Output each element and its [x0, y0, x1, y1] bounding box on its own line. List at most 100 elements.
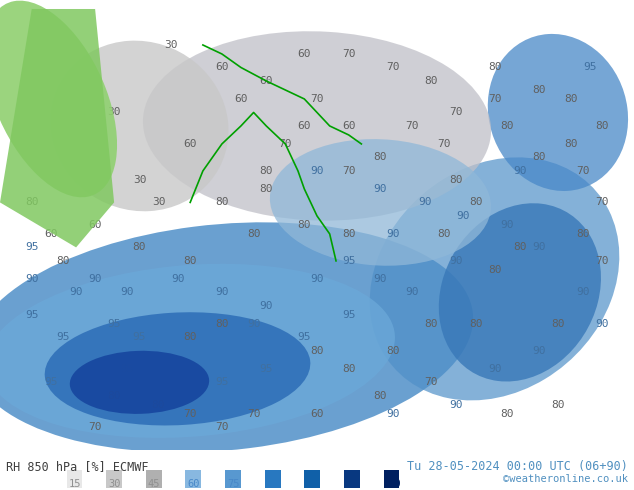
Text: 95: 95	[133, 332, 146, 343]
Text: 70: 70	[278, 139, 292, 149]
Bar	[384, 470, 399, 488]
Text: RH 850 hPa [%] ECMWF: RH 850 hPa [%] ECMWF	[6, 460, 149, 473]
Text: 80: 80	[247, 229, 261, 239]
Text: 95: 95	[107, 319, 121, 329]
Text: 90: 90	[69, 287, 83, 297]
Text: 30: 30	[133, 175, 146, 185]
Polygon shape	[0, 9, 114, 247]
Text: 70: 70	[595, 256, 609, 266]
Ellipse shape	[0, 264, 395, 438]
Text: 80: 80	[215, 197, 229, 207]
Text: 99: 99	[346, 479, 358, 489]
Text: 80: 80	[450, 175, 463, 185]
Ellipse shape	[45, 312, 310, 425]
Text: 80: 80	[469, 197, 482, 207]
Text: 80: 80	[551, 319, 565, 329]
Text: 90: 90	[532, 346, 546, 356]
Text: 70: 70	[247, 409, 261, 419]
Text: 90: 90	[88, 274, 102, 284]
Text: 95: 95	[342, 310, 356, 320]
Text: 80: 80	[488, 265, 501, 275]
Text: 90: 90	[450, 256, 463, 266]
Text: 80: 80	[576, 229, 590, 239]
Text: 70: 70	[215, 422, 229, 432]
Text: 95: 95	[44, 377, 58, 388]
Text: 70: 70	[450, 107, 463, 118]
Bar	[146, 470, 162, 488]
Text: 80: 80	[152, 400, 165, 410]
Text: 75: 75	[227, 479, 240, 489]
Text: 80: 80	[342, 364, 356, 374]
Text: 30: 30	[107, 107, 121, 118]
Ellipse shape	[143, 31, 491, 220]
Text: 70: 70	[342, 49, 356, 59]
Text: 60: 60	[188, 479, 200, 489]
Text: 80: 80	[342, 229, 356, 239]
Text: 90: 90	[267, 479, 279, 489]
Text: 90: 90	[488, 364, 501, 374]
Text: 95: 95	[215, 377, 229, 388]
Text: 90: 90	[373, 274, 387, 284]
Ellipse shape	[270, 139, 491, 266]
Text: 90: 90	[576, 287, 590, 297]
Text: 90: 90	[25, 274, 39, 284]
Text: 60: 60	[88, 220, 102, 230]
Bar	[344, 470, 360, 488]
Text: 90: 90	[373, 184, 387, 194]
Text: 95: 95	[297, 332, 311, 343]
Text: 90: 90	[513, 166, 527, 176]
Text: 80: 80	[183, 256, 197, 266]
Text: 60: 60	[259, 76, 273, 86]
Text: 70: 70	[488, 94, 501, 104]
Text: 80: 80	[532, 85, 546, 95]
Text: 90: 90	[532, 243, 546, 252]
Text: 95: 95	[56, 332, 70, 343]
Text: 90: 90	[595, 319, 609, 329]
Text: 90: 90	[310, 166, 324, 176]
Text: 95: 95	[342, 256, 356, 266]
Text: 80: 80	[564, 94, 578, 104]
Text: 80: 80	[469, 319, 482, 329]
Text: 80: 80	[297, 220, 311, 230]
Text: 80: 80	[215, 319, 229, 329]
Text: 95: 95	[259, 364, 273, 374]
Text: 70: 70	[595, 197, 609, 207]
Text: 80: 80	[259, 184, 273, 194]
Text: 90: 90	[405, 287, 419, 297]
Text: 90: 90	[171, 274, 184, 284]
Ellipse shape	[70, 351, 209, 414]
Text: 70: 70	[88, 422, 102, 432]
Text: 80: 80	[259, 166, 273, 176]
Text: 70: 70	[310, 94, 324, 104]
Text: 80: 80	[595, 121, 609, 131]
Text: 80: 80	[310, 346, 324, 356]
Text: 80: 80	[424, 76, 438, 86]
Text: 90: 90	[247, 319, 261, 329]
Text: 95: 95	[306, 479, 319, 489]
Ellipse shape	[0, 222, 473, 452]
Text: 95: 95	[25, 243, 39, 252]
Text: 100: 100	[382, 479, 401, 489]
Text: 90: 90	[450, 400, 463, 410]
Bar	[304, 470, 320, 488]
Text: 80: 80	[500, 409, 514, 419]
Ellipse shape	[370, 157, 619, 400]
Text: 80: 80	[551, 400, 565, 410]
Bar	[185, 470, 202, 488]
Text: 80: 80	[183, 332, 197, 343]
Text: 80: 80	[25, 197, 39, 207]
Text: 30: 30	[164, 40, 178, 50]
Text: 60: 60	[297, 121, 311, 131]
Text: ©weatheronline.co.uk: ©weatheronline.co.uk	[503, 474, 628, 484]
Text: 60: 60	[183, 139, 197, 149]
Bar	[225, 470, 241, 488]
Text: 90: 90	[120, 287, 134, 297]
Text: 30: 30	[108, 479, 120, 489]
Text: 15: 15	[68, 479, 81, 489]
Text: 70: 70	[576, 166, 590, 176]
Text: 80: 80	[437, 229, 451, 239]
Text: 60: 60	[297, 49, 311, 59]
Text: 90: 90	[386, 409, 400, 419]
Text: 80: 80	[564, 139, 578, 149]
Text: 95: 95	[120, 364, 134, 374]
